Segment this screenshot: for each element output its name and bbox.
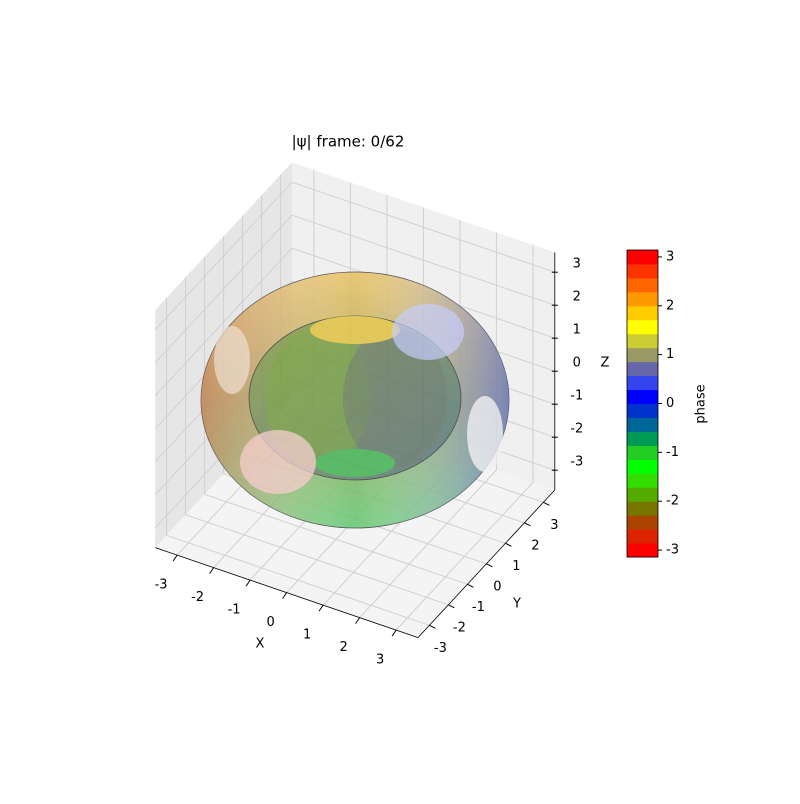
y-tick xyxy=(448,604,455,609)
y-tick xyxy=(543,501,550,506)
x-axis-label: X xyxy=(256,637,265,652)
surface-spot xyxy=(467,396,503,472)
colorbar-segment xyxy=(627,459,658,474)
grid-line xyxy=(154,214,293,364)
colorbar-segment xyxy=(627,263,658,279)
colorbar-segment xyxy=(627,375,658,391)
grid-line xyxy=(291,214,555,306)
colorbar-segment xyxy=(627,431,658,446)
x-tick xyxy=(282,592,288,599)
grid-line xyxy=(166,534,430,626)
colorbar-segment xyxy=(627,347,658,363)
surface-spot xyxy=(392,304,464,360)
chart-title: |ψ| frame: 0/62 xyxy=(292,133,405,151)
colorbar-tick-label: 0 xyxy=(666,396,674,411)
z-tick-label: -3 xyxy=(570,455,583,470)
colorbar-segment xyxy=(627,543,658,558)
z-tick-label: 0 xyxy=(573,356,581,371)
z-tick-label: 2 xyxy=(573,290,581,305)
colorbar-segment xyxy=(627,445,658,460)
x-tick xyxy=(245,579,251,587)
y-tick-label: 2 xyxy=(531,538,539,553)
grid-line xyxy=(154,247,293,397)
surface-hole xyxy=(310,316,400,344)
colorbar-segment xyxy=(627,473,658,488)
colorbar-segment xyxy=(627,403,658,418)
colorbar-segment xyxy=(627,319,658,335)
y-tick xyxy=(505,542,512,547)
colorbar-segment xyxy=(627,277,658,293)
grid-line xyxy=(154,181,293,331)
y-tick xyxy=(467,583,474,588)
y-tick-label: -3 xyxy=(434,641,447,656)
surface-spot xyxy=(240,430,316,494)
x-tick-label: 3 xyxy=(376,653,384,668)
colorbar-tick-label: 1 xyxy=(666,347,674,362)
y-tick xyxy=(486,563,493,568)
colorbar-tick-label: -2 xyxy=(666,494,679,509)
grid-line xyxy=(185,514,449,606)
colorbar-segment xyxy=(627,305,658,321)
colorbar-segment xyxy=(627,515,658,530)
y-tick-label: 3 xyxy=(550,518,558,533)
x-tick-label: -1 xyxy=(228,603,241,618)
colorbar-tick-label: 2 xyxy=(666,298,674,313)
y-tick xyxy=(524,522,531,527)
y-tick-label: 0 xyxy=(493,579,501,594)
x-tick xyxy=(318,604,324,612)
grid-line xyxy=(291,181,555,273)
y-tick-label: -2 xyxy=(453,620,466,635)
y-tick-label: 1 xyxy=(512,559,520,574)
colorbar-segment xyxy=(627,333,658,349)
surface-hole xyxy=(315,449,395,477)
colorbar-tick-label: 3 xyxy=(666,249,674,264)
x-tick-label: 0 xyxy=(266,615,274,630)
z-tick-label: -2 xyxy=(570,422,583,437)
z-tick-label: 1 xyxy=(573,323,581,338)
colorbar-segment xyxy=(627,487,658,502)
z-tick-label: -1 xyxy=(570,389,583,404)
x-tick-label: -3 xyxy=(155,578,168,593)
z-tick-label: 3 xyxy=(573,257,581,272)
x-tick xyxy=(355,617,361,624)
x-tick xyxy=(172,554,178,562)
y-tick xyxy=(429,624,436,629)
grid-line xyxy=(204,493,468,585)
colorbar-segment xyxy=(627,291,658,307)
colorbar-segment xyxy=(627,417,658,432)
colorbar-segment xyxy=(627,529,658,544)
x-tick xyxy=(209,567,215,574)
surface-lobe xyxy=(343,328,447,468)
colorbar-segment xyxy=(627,250,658,265)
x-tick-label: 1 xyxy=(303,628,311,643)
x-tick-label: 2 xyxy=(339,640,347,655)
colorbar-tick-label: -1 xyxy=(666,445,679,460)
x-tick-label: -2 xyxy=(191,590,204,605)
colorbar-segment xyxy=(627,361,658,377)
colorbar-segment xyxy=(627,501,658,516)
y-axis-label: Y xyxy=(512,597,521,612)
surface xyxy=(200,271,510,529)
z-axis-label: Z xyxy=(601,356,610,371)
colorbar-segment xyxy=(627,389,658,404)
surface-spot xyxy=(214,326,250,394)
x-tick xyxy=(391,629,397,637)
colorbar-tick-label: -3 xyxy=(666,543,679,558)
colorbar-label: phase xyxy=(694,384,709,423)
y-tick-label: -1 xyxy=(472,600,485,615)
